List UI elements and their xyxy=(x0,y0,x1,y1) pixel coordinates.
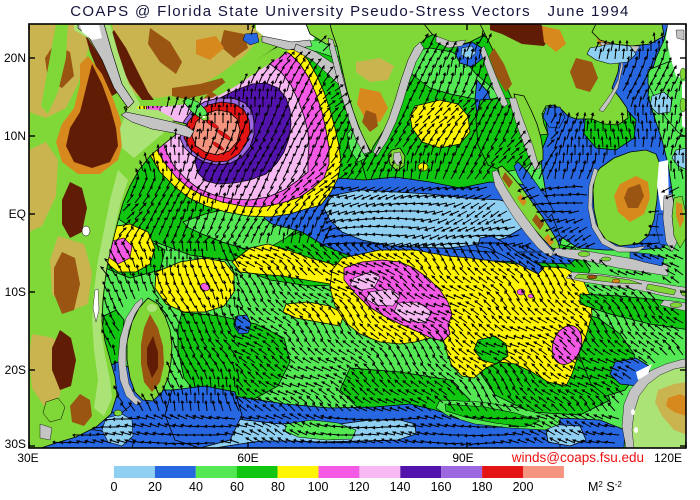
svg-text:20: 20 xyxy=(148,480,162,494)
svg-text:140: 140 xyxy=(390,480,411,494)
svg-text:winds@coaps.fsu.edu: winds@coaps.fsu.edu xyxy=(511,450,644,465)
svg-text:100: 100 xyxy=(308,480,329,494)
svg-text:COAPS @ Florida State Universi: COAPS @ Florida State University Pseudo-… xyxy=(70,3,630,20)
svg-text:30E: 30E xyxy=(17,451,38,465)
svg-text:80: 80 xyxy=(271,480,285,494)
svg-text:10N: 10N xyxy=(4,129,26,143)
svg-text:200: 200 xyxy=(513,480,534,494)
svg-text:60E: 60E xyxy=(237,451,258,465)
svg-text:EQ: EQ xyxy=(9,207,26,221)
svg-text:30S: 30S xyxy=(5,437,26,451)
svg-text:90E: 90E xyxy=(452,451,473,465)
svg-text:120: 120 xyxy=(349,480,370,494)
svg-text:20S: 20S xyxy=(5,363,26,377)
svg-text:160: 160 xyxy=(431,480,452,494)
svg-text:180: 180 xyxy=(472,480,493,494)
svg-text:60: 60 xyxy=(230,480,244,494)
svg-text:0: 0 xyxy=(111,480,118,494)
svg-text:20N: 20N xyxy=(4,51,26,65)
svg-text:120E: 120E xyxy=(654,451,682,465)
svg-text:40: 40 xyxy=(189,480,203,494)
svg-text:M2 S-2: M2 S-2 xyxy=(588,480,622,494)
svg-text:10S: 10S xyxy=(5,285,26,299)
